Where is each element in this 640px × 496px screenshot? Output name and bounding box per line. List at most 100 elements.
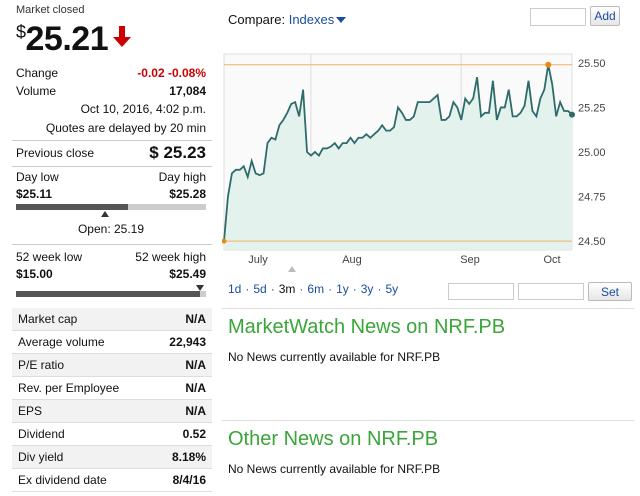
week52-labels: 52 week low 52 week high <box>16 250 206 264</box>
day-range-labels: Day low Day high <box>16 170 206 184</box>
week52-high-label: 52 week high <box>135 250 206 264</box>
range-separator: · <box>270 282 275 296</box>
day-low-label: Day low <box>16 170 59 184</box>
divider <box>12 244 212 245</box>
change-label: Change <box>16 66 59 80</box>
range-indicator-icon <box>288 266 296 272</box>
range-5y[interactable]: 5y <box>385 282 399 296</box>
stat-row: Rev. per Employee N/A <box>12 377 212 400</box>
stat-label: Ex dividend date <box>18 473 107 487</box>
day-low-value: $25.11 <box>16 187 53 201</box>
price-line <box>223 64 573 242</box>
other-news-title: Other News on NRF.PB <box>228 428 439 450</box>
delay-note: Quotes are delayed by 20 min <box>45 121 206 135</box>
start-date-input[interactable] <box>448 283 514 300</box>
range-5d[interactable]: 5d <box>253 282 267 296</box>
divider <box>222 308 634 309</box>
compare-symbol-input[interactable] <box>530 8 586 26</box>
y-tick-label: 25.50 <box>578 58 606 70</box>
stat-label: Div yield <box>18 450 64 464</box>
y-tick-label: 25.00 <box>578 147 606 159</box>
range-separator: · <box>328 282 333 296</box>
delay-row: Quotes are delayed by 20 min <box>16 121 206 135</box>
divider <box>222 420 634 421</box>
volume-value: 17,084 <box>169 84 206 98</box>
market-status: Market closed <box>16 4 85 16</box>
stat-label: EPS <box>18 404 43 418</box>
x-tick-label: Aug <box>342 254 362 266</box>
y-tick-label: 24.50 <box>578 236 606 248</box>
open-label: Open: 25.19 <box>77 222 145 236</box>
set-button[interactable]: Set <box>588 282 632 301</box>
range-separator: · <box>377 282 382 296</box>
volume-row: Volume 17,084 <box>16 84 206 98</box>
day-range-fill <box>16 204 129 210</box>
indexes-dropdown-label: Indexes <box>288 12 335 27</box>
chart-panel: Compare: Indexes Add 25.50 25.25 25.00 24.7… <box>222 0 640 496</box>
stat-label: Average volume <box>18 335 105 349</box>
open-row: Open: 25.19 <box>16 222 206 236</box>
low-marker <box>222 238 227 244</box>
stat-row: Ex dividend date 8/4/16 <box>12 469 212 492</box>
quote-timestamp: Oct 10, 2016, 4:02 p.m. <box>80 102 206 116</box>
stat-row: P/E ratio N/A <box>12 354 212 377</box>
day-high-value: $25.28 <box>169 187 206 201</box>
range-1y[interactable]: 1y <box>336 282 349 296</box>
range-selector: 1d · 5d · 3m · 6m · 1y · 3y · 5y <box>228 282 398 296</box>
other-news-empty: No News currently available for NRF.PB <box>228 462 441 476</box>
indexes-dropdown[interactable]: Indexes <box>289 12 347 27</box>
stat-value: 0.52 <box>182 427 206 441</box>
stat-value: N/A <box>185 358 206 372</box>
x-tick-label: July <box>248 254 268 266</box>
x-tick-label: Oct <box>543 254 560 266</box>
last-price-marker <box>569 111 575 118</box>
x-tick-label: Sep <box>460 254 480 266</box>
stat-value: N/A <box>185 312 206 326</box>
divider <box>12 166 212 167</box>
stat-value: N/A <box>185 404 206 418</box>
volume-label: Volume <box>16 84 57 98</box>
high-marker <box>545 61 552 68</box>
range-6m[interactable]: 6m <box>307 282 325 296</box>
stat-value: 8/4/16 <box>172 473 206 487</box>
day-range-values: $25.11 $25.28 <box>16 187 206 201</box>
week52-range-fill <box>16 291 201 297</box>
stat-label: Market cap <box>18 312 78 326</box>
price-chart: 25.50 25.25 25.00 24.75 24.50 July Aug Sep Oct <box>222 53 606 272</box>
prev-close-row: Previous close $ 25.23 <box>16 143 206 163</box>
range-1d[interactable]: 1d <box>228 282 242 296</box>
stat-row: Average volume 22,943 <box>12 331 212 354</box>
prev-close-label: Previous close <box>16 146 95 160</box>
range-3m[interactable]: 3m <box>278 282 296 296</box>
current-price-marker-icon <box>196 285 205 291</box>
end-date-input[interactable] <box>518 283 584 300</box>
currency-symbol: $ <box>16 22 26 42</box>
divider <box>12 140 212 141</box>
week52-range-bar <box>16 291 206 297</box>
open-marker-icon <box>101 211 110 217</box>
range-separator: · <box>352 282 357 296</box>
last-price: $25.21 <box>16 20 132 59</box>
stat-row: EPS N/A <box>12 400 212 423</box>
stat-row: Market cap N/A <box>12 308 212 331</box>
range-separator: · <box>245 282 250 296</box>
range-separator: · <box>299 282 304 296</box>
day-high-label: Day high <box>158 170 206 184</box>
stat-value: 22,943 <box>169 335 206 349</box>
chevron-down-icon <box>336 17 347 23</box>
compare-label: Compare: <box>228 12 286 27</box>
change-value: -0.02 -0.08% <box>137 66 206 80</box>
stat-label: Dividend <box>18 427 65 441</box>
price-value: 25.21 <box>25 20 109 58</box>
range-3y[interactable]: 3y <box>360 282 374 296</box>
stat-value: N/A <box>185 381 206 395</box>
quote-panel: Market closed $25.21 Change -0.02 -0.08%… <box>0 0 212 496</box>
prev-close-value: $ 25.23 <box>149 143 206 162</box>
y-tick-label: 25.25 <box>578 102 606 114</box>
add-button[interactable]: Add <box>590 6 620 26</box>
y-tick-label: 24.75 <box>578 192 606 204</box>
stat-value: 8.18% <box>171 450 206 464</box>
price-area <box>224 64 572 250</box>
change-row: Change -0.02 -0.08% <box>16 66 206 80</box>
stat-row: Div yield 8.18% <box>12 446 212 469</box>
